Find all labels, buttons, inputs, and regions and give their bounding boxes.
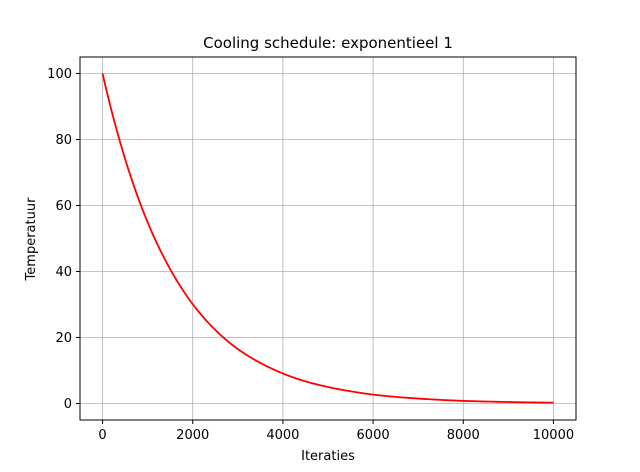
x-tick-label: 4000	[266, 428, 299, 443]
series-layer	[101, 73, 554, 404]
x-tick-label: 10000	[533, 428, 574, 443]
y-axis-ticks: 0 20 40 60 80 100	[47, 67, 80, 412]
x-axis-ticks: 0 2000 4000 6000 8000 10000	[98, 420, 574, 443]
plot-frame	[79, 56, 577, 421]
x-axis-label: Iteraties	[301, 449, 355, 464]
y-tick-label: 100	[47, 67, 72, 82]
x-tick-label: 2000	[176, 428, 209, 443]
y-axis-label: Temperatuur	[24, 197, 39, 282]
x-tick-label: 6000	[357, 428, 390, 443]
x-tick-label: 8000	[447, 428, 480, 443]
y-tick-label: 40	[55, 265, 72, 280]
y-tick-label: 20	[55, 331, 72, 346]
y-tick-label: 0	[64, 397, 72, 412]
grid	[80, 57, 576, 420]
chart-title: Cooling schedule: exponentieel 1	[203, 34, 453, 52]
x-tick-label: 0	[98, 428, 106, 443]
series-line	[101, 73, 554, 404]
y-tick-label: 60	[55, 199, 72, 214]
y-tick-label: 80	[55, 133, 72, 148]
